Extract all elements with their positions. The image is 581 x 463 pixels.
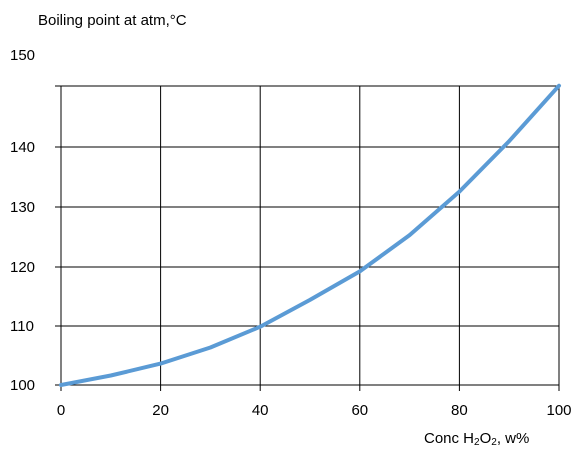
x-tick-label: 60 (351, 402, 368, 419)
x-tick-label: 100 (546, 402, 571, 419)
y-tick-label: 100 (10, 377, 35, 394)
y-tick-label: 120 (10, 259, 35, 276)
x-tick-label: 80 (451, 402, 468, 419)
y-tick-label: 140 (10, 139, 35, 156)
x-tick-label: 40 (252, 402, 269, 419)
data-line (59, 83, 561, 387)
x-axis-title: Conc H2O2, w% (424, 430, 530, 448)
y-axis-title: Boiling point at atm,°C (38, 12, 187, 29)
x-tick-label: 0 (57, 402, 65, 419)
y-tick-label: 150 (10, 47, 35, 64)
x-tick-label: 20 (152, 402, 169, 419)
y-tick-label: 130 (10, 199, 35, 216)
y-tick-label: 110 (10, 318, 34, 335)
